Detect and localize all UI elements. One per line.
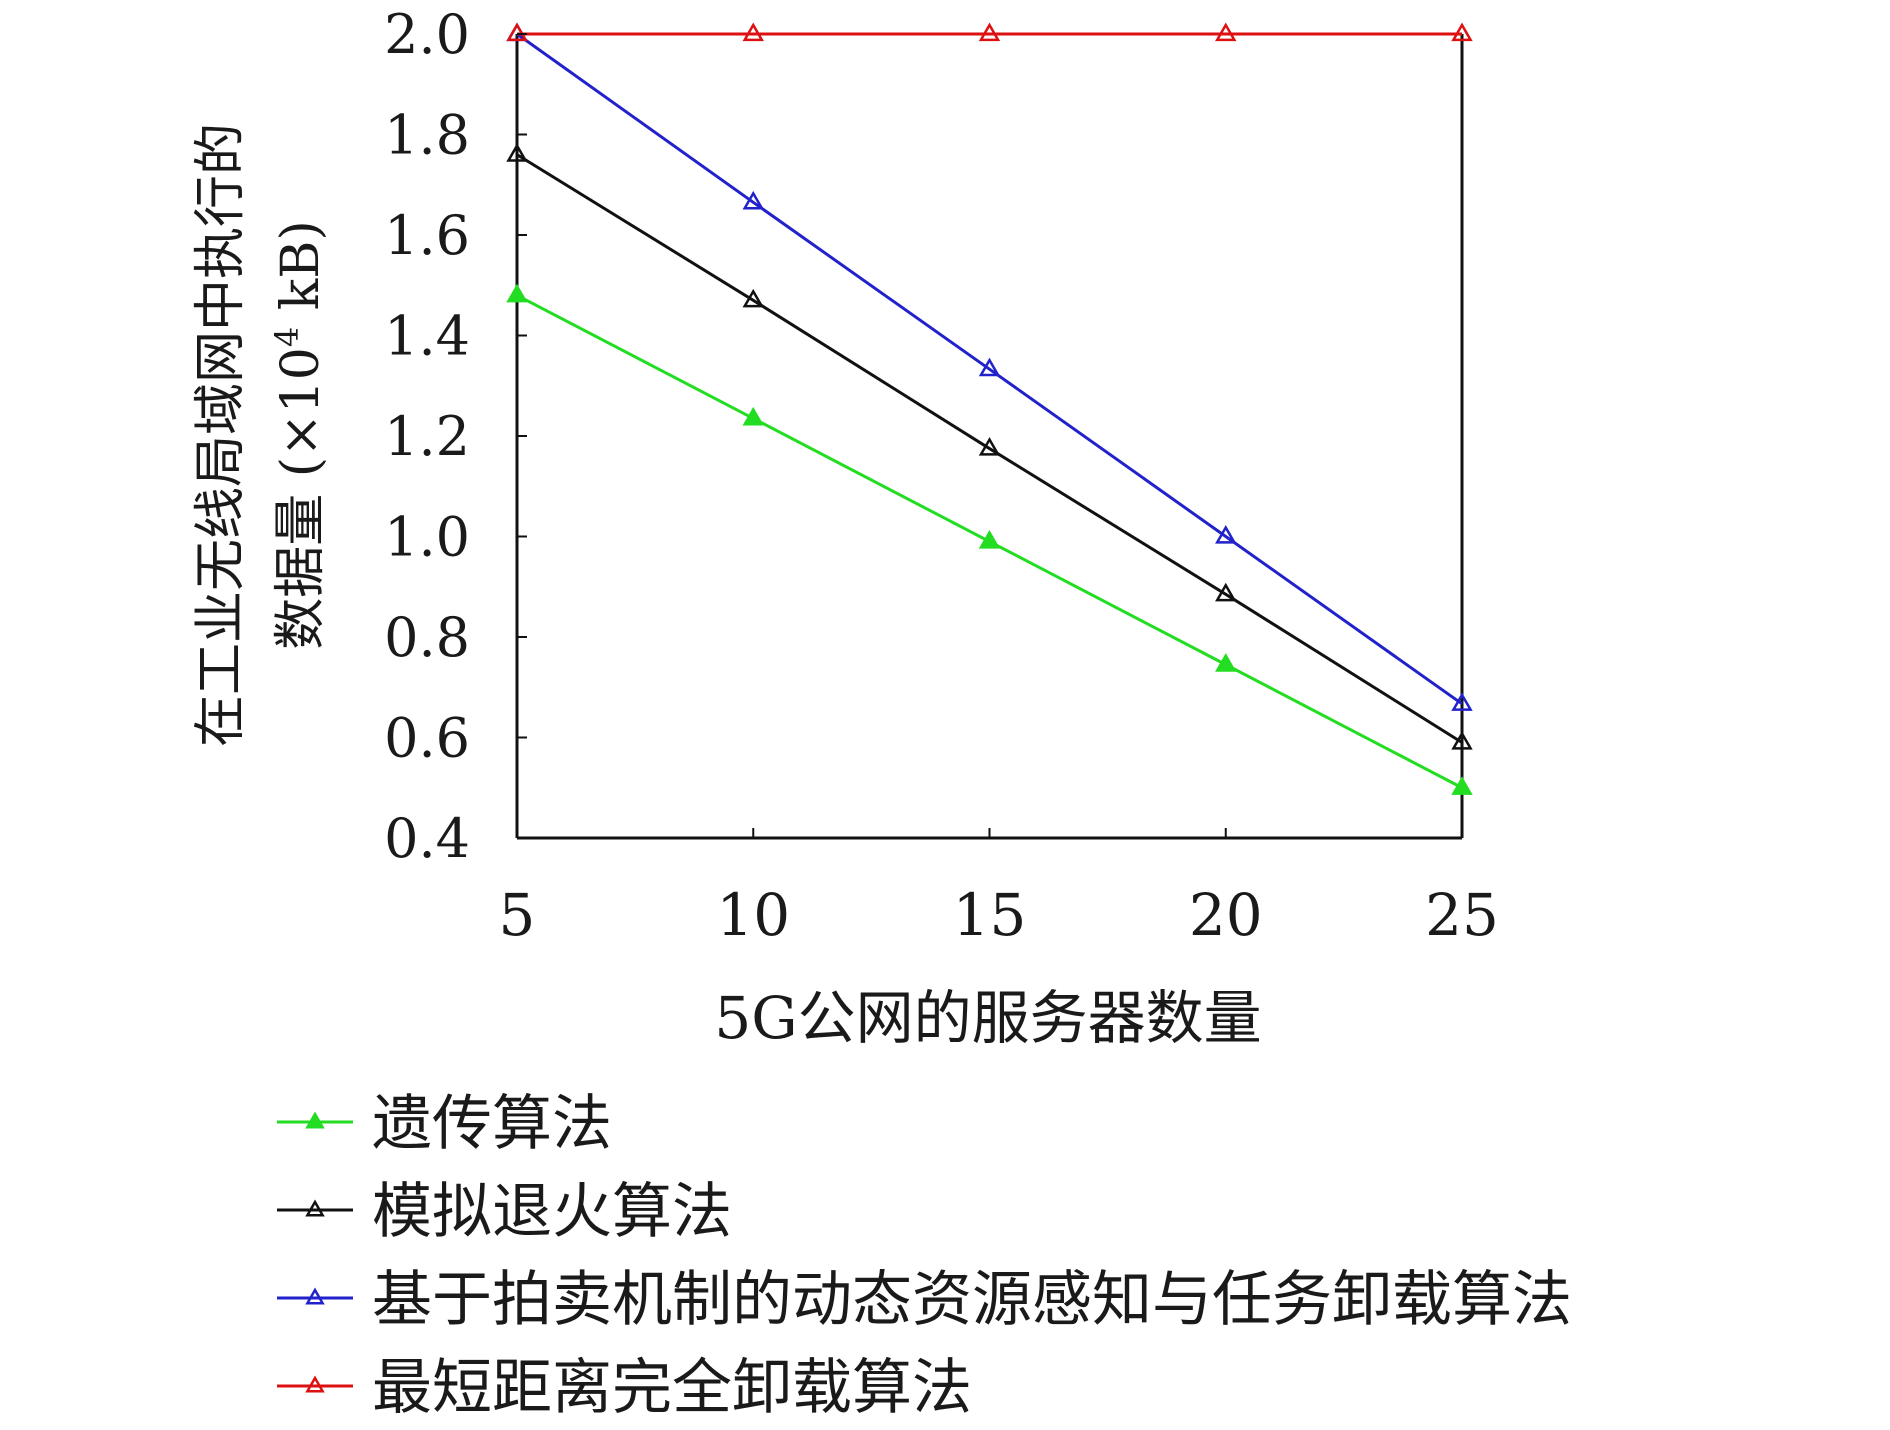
x-tick-label: 5: [499, 881, 536, 949]
tick-labels: 5 10 15 20 25 0.4 0.6 0.8 1.0 1.2 1.4 1.6 1.8 2.0: [384, 3, 1499, 949]
data-point: [1451, 22, 1473, 42]
series-2: [506, 143, 1473, 750]
data-point: [978, 22, 1001, 42]
data-point: [978, 437, 1001, 456]
legend-marker: [305, 1111, 325, 1129]
x-tick-label: 15: [953, 881, 1027, 949]
series-layer: [506, 22, 1473, 795]
x-tick-label: 25: [1425, 881, 1499, 949]
legend-item: 基于拍卖机制的动态资源感知与任务卸载算法: [277, 1265, 1572, 1335]
legend-marker: [305, 1199, 325, 1217]
y-axis-title-line2: 数据量 (×104 kB): [268, 220, 331, 649]
axes: [515, 34, 1464, 840]
legend-item: 遗传算法: [277, 1089, 612, 1159]
y-axis-title-exponent: 4: [268, 327, 306, 347]
y-tick-label: 1.2: [384, 405, 470, 468]
legend-label: 最短距离完全卸载算法: [372, 1353, 972, 1423]
y-tick-label: 1.4: [384, 305, 470, 368]
data-point: [506, 143, 528, 162]
legend-label: 模拟退火算法: [372, 1177, 732, 1247]
data-point: [1215, 524, 1237, 544]
y-tick-label: 1.8: [384, 104, 470, 167]
y-axis-title-prefix: 数据量 (×10: [271, 347, 331, 650]
x-tick-label: 10: [716, 881, 790, 949]
y-tick-label: 0.6: [384, 707, 470, 770]
legend-marker: [305, 1375, 325, 1393]
legend-label: 遗传算法: [372, 1089, 612, 1159]
series-1: [506, 283, 1473, 795]
data-point: [742, 406, 764, 426]
y-tick-label: 1.0: [384, 506, 470, 569]
y-axis-title-line1: 在工业无线局域网中执行的: [191, 123, 251, 747]
data-point: [1215, 653, 1237, 672]
y-tick-label: 0.4: [384, 807, 470, 870]
data-point: [742, 22, 764, 42]
series-line: [516, 153, 1463, 744]
data-point: [978, 357, 1001, 377]
legend-item: 最短距离完全卸载算法: [277, 1353, 972, 1423]
data-point: [1451, 776, 1473, 795]
x-tick-label: 20: [1189, 881, 1263, 949]
data-point: [978, 530, 1001, 549]
legend-item: 模拟退火算法: [277, 1177, 732, 1247]
data-point: [742, 190, 764, 210]
data-point: [1215, 582, 1237, 602]
y-axis-title: 在工业无线局域网中执行的 数据量 (×104 kB): [191, 123, 331, 747]
data-point: [506, 22, 528, 42]
data-point: [1215, 22, 1237, 42]
data-point: [1451, 692, 1473, 711]
y-tick-label: 0.8: [384, 606, 470, 669]
legend-marker: [305, 1287, 325, 1305]
y-axis-title-suffix: kB): [271, 220, 331, 327]
data-point: [506, 283, 528, 303]
y-tick-label: 1.6: [384, 204, 470, 267]
data-point: [1451, 731, 1473, 750]
series-line: [516, 32, 1463, 706]
legend-label: 基于拍卖机制的动态资源感知与任务卸载算法: [372, 1265, 1572, 1335]
y-tick-label: 2.0: [384, 3, 470, 66]
data-point: [742, 288, 764, 308]
x-axis-title: 5G公网的服务器数量: [714, 984, 1261, 1052]
series-4: [506, 22, 1473, 42]
